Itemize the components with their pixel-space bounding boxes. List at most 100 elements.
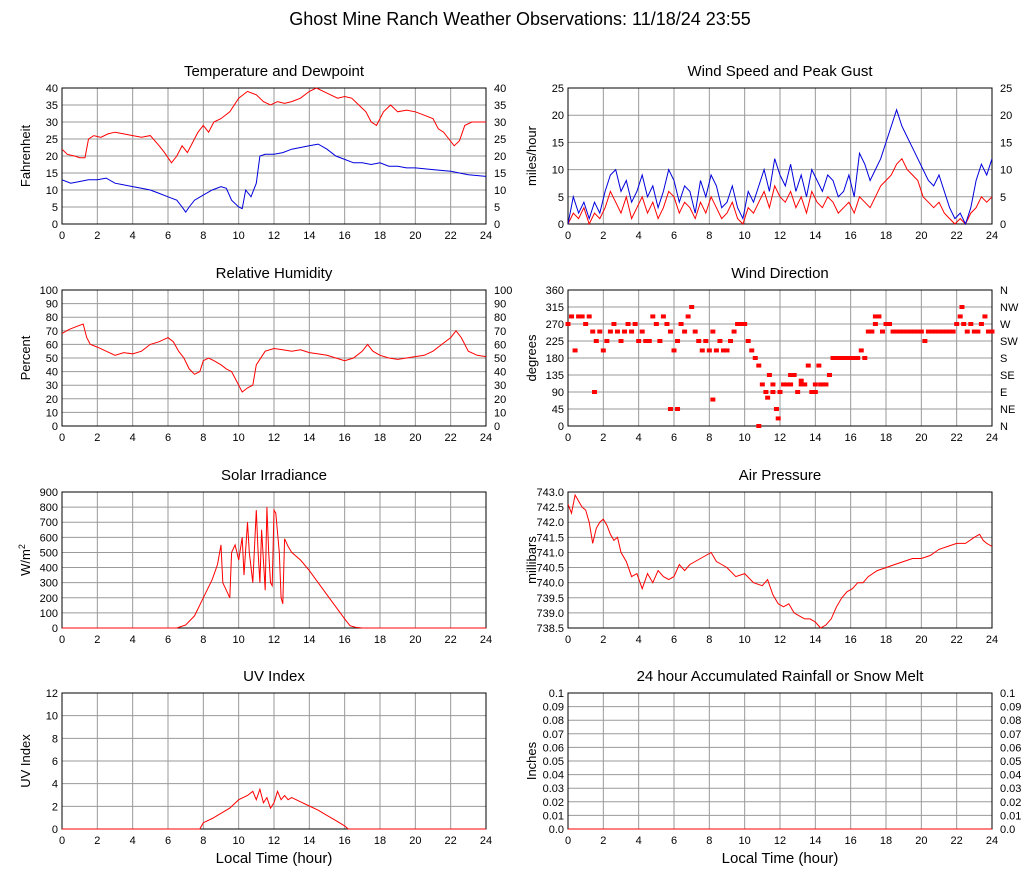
data-point: [629, 329, 635, 334]
y-tick-label: 0.07: [543, 729, 564, 741]
x-tick-label: 12: [268, 634, 280, 646]
x-axis-label: Local Time (hour): [722, 850, 839, 867]
right-tick-label: N: [1000, 285, 1008, 297]
y-tick-label: 741.5: [536, 532, 564, 544]
chart-title: Relative Humidity: [216, 265, 333, 282]
right-tick-label: 0.0: [1000, 824, 1015, 836]
x-tick-label: 10: [233, 835, 245, 847]
data-point: [660, 314, 666, 319]
data-point: [706, 348, 712, 353]
x-tick-label: 0: [59, 634, 65, 646]
data-point: [911, 329, 917, 334]
data-point: [869, 329, 875, 334]
y-tick-label: 300: [40, 578, 58, 590]
series-line: [568, 493, 992, 629]
x-tick-label: 4: [130, 835, 136, 847]
y-tick-label: 0: [52, 824, 58, 836]
x-tick-label: 2: [94, 432, 100, 444]
data-point: [961, 322, 967, 326]
plot-frame: [567, 87, 993, 225]
data-point: [989, 329, 995, 334]
right-tick-label: 0.09: [1000, 702, 1021, 714]
x-tick-label: 22: [951, 634, 963, 646]
x-tick-label: 16: [339, 230, 351, 242]
y-axis-label-sup: 2: [17, 544, 27, 549]
data-point: [569, 314, 575, 319]
x-tick-label: 22: [445, 432, 457, 444]
x-tick-label: 4: [130, 230, 136, 242]
plot-frame: [61, 87, 487, 225]
data-point: [865, 329, 871, 334]
x-tick-label: 14: [303, 835, 315, 847]
data-point: [696, 339, 702, 343]
x-tick-label: 12: [774, 230, 786, 242]
right-tick-label: 10: [494, 407, 506, 419]
data-point: [632, 322, 638, 326]
data-point: [904, 329, 910, 334]
y-tick-label: 12: [46, 688, 58, 700]
right-tick-label: 0: [494, 219, 500, 231]
y-tick-label: 315: [546, 302, 564, 314]
data-point: [611, 322, 617, 326]
data-point: [653, 322, 659, 326]
data-point: [731, 329, 737, 334]
data-point: [936, 329, 942, 334]
x-tick-label: 14: [303, 634, 315, 646]
data-point: [765, 395, 771, 400]
right-tick-label: 50: [494, 353, 506, 365]
right-tick-label: 20: [494, 151, 506, 163]
right-tick-label: 0.05: [1000, 756, 1021, 768]
y-tick-label: 200: [40, 593, 58, 605]
y-tick-label: 740.5: [536, 563, 564, 575]
y-tick-label: 0.05: [543, 756, 564, 768]
data-point: [738, 322, 744, 326]
x-tick-label: 8: [200, 432, 206, 444]
x-tick-label: 4: [636, 835, 642, 847]
x-tick-label: 24: [480, 230, 492, 242]
data-point: [901, 329, 907, 334]
x-tick-label: 14: [809, 432, 821, 444]
plot-frame: [567, 289, 993, 427]
x-tick-label: 8: [200, 835, 206, 847]
data-point: [607, 329, 613, 334]
x-tick-label: 14: [809, 835, 821, 847]
data-point: [897, 329, 903, 334]
data-point: [590, 329, 596, 334]
x-tick-label: 0: [59, 835, 65, 847]
y-tick-label: 5: [558, 192, 564, 204]
data-point: [929, 329, 935, 334]
y-axis-label: W/m2: [17, 544, 33, 576]
data-point: [678, 322, 684, 326]
data-point: [940, 329, 946, 334]
y-axis-label: Fahrenheit: [18, 125, 33, 188]
plot-frame: [61, 692, 487, 830]
y-tick-label: 40: [46, 83, 58, 95]
y-tick-label: 0.02: [543, 797, 564, 809]
x-tick-label: 10: [739, 432, 751, 444]
y-tick-label: 800: [40, 502, 58, 514]
y-tick-label: 0.08: [543, 715, 564, 727]
data-point: [788, 373, 794, 377]
data-point: [586, 314, 592, 319]
data-point: [858, 348, 864, 353]
x-tick-label: 14: [303, 432, 315, 444]
y-tick-label: 0.03: [543, 783, 564, 795]
chart-title: Temperature and Dewpoint: [184, 63, 365, 80]
right-tick-label: 40: [494, 367, 506, 379]
right-tick-label: 30: [494, 117, 506, 129]
x-tick-label: 0: [565, 432, 571, 444]
x-tick-label: 10: [739, 230, 751, 242]
right-tick-label: 25: [1000, 83, 1012, 95]
y-tick-label: 10: [46, 185, 58, 197]
x-tick-label: 22: [951, 432, 963, 444]
data-point: [781, 382, 787, 387]
right-tick-label: 0.07: [1000, 729, 1021, 741]
y-tick-label: 500: [40, 547, 58, 559]
data-point: [664, 322, 670, 326]
y-tick-label: 15: [46, 168, 58, 180]
data-point: [689, 305, 695, 309]
data-point: [777, 390, 783, 394]
